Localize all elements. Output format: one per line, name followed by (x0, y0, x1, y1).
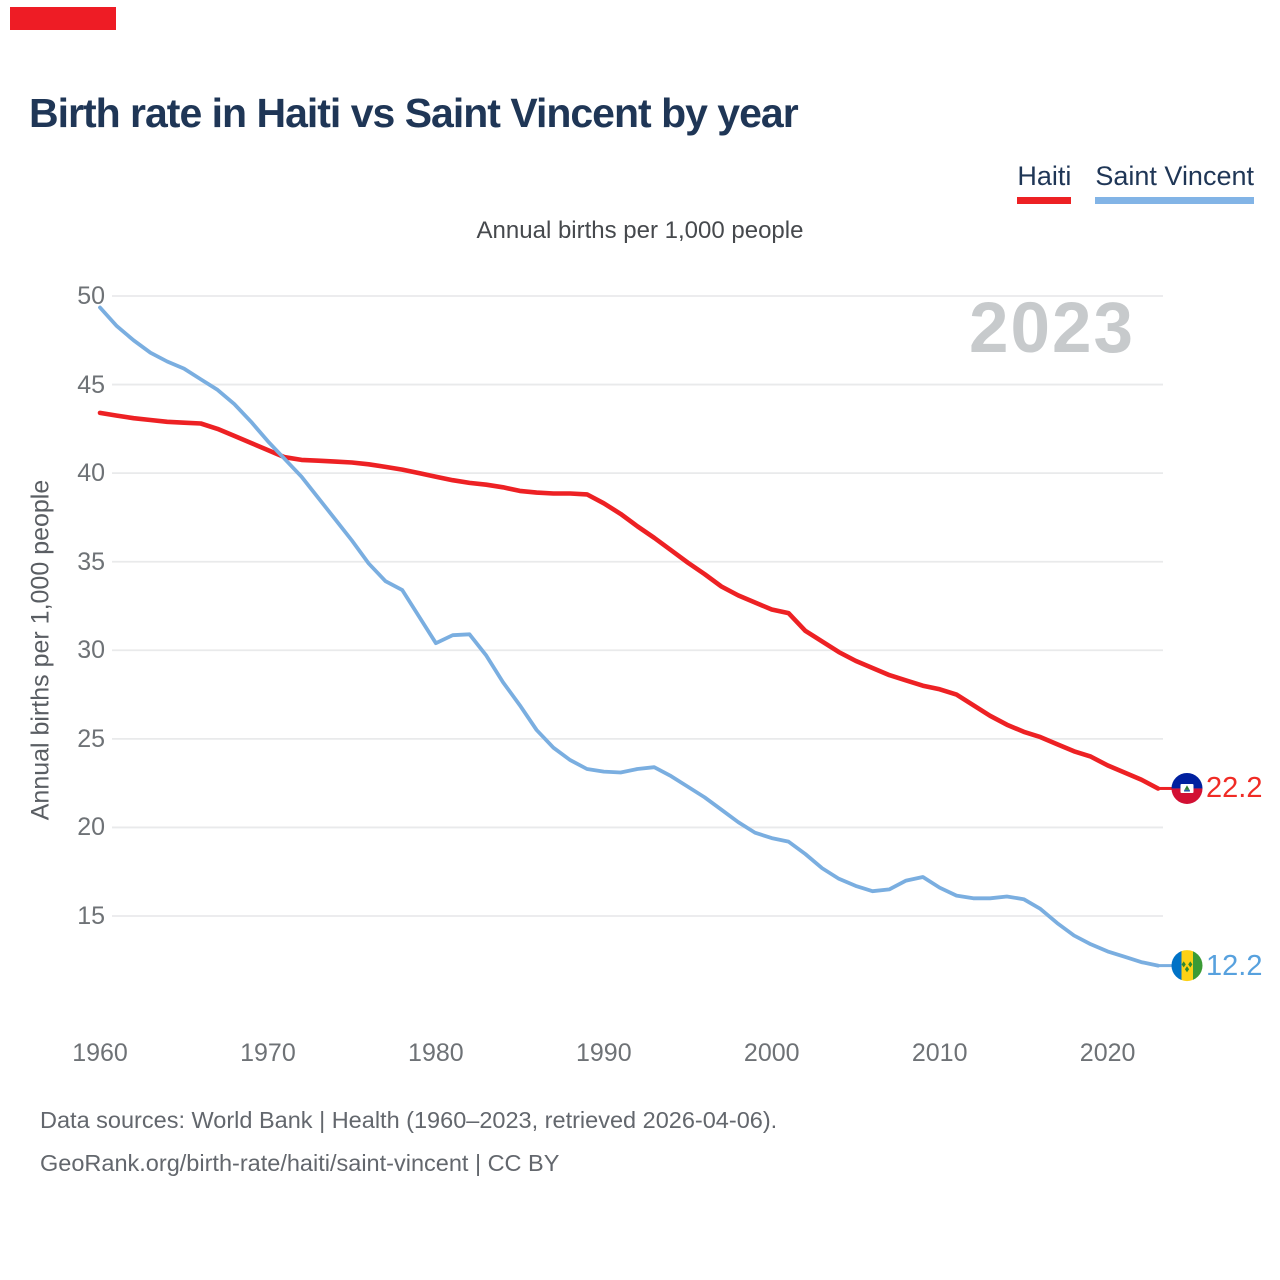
x-tick-label: 1960 (72, 1039, 128, 1067)
legend-label: Saint Vincent (1095, 161, 1254, 191)
haiti-line[interactable] (97, 410, 1161, 791)
haiti-flag-icon (1171, 772, 1203, 804)
legend-item-haiti[interactable]: Haiti (1017, 161, 1072, 204)
y-tick-label: 25 (77, 724, 105, 753)
legend-item-saint-vincent[interactable]: Saint Vincent (1095, 161, 1254, 204)
saint-vincent-flag-icon (1171, 950, 1203, 982)
x-tick-label: 2000 (743, 1039, 800, 1067)
gridlines (112, 295, 1163, 917)
x-tick-label: 1990 (575, 1039, 632, 1067)
y-tick-label: 45 (77, 370, 105, 399)
legend-label: Haiti (1017, 161, 1072, 191)
red-marker-bar (10, 7, 116, 30)
source-url-line: GeoRank.org/birth-rate/haiti/saint-vince… (40, 1150, 560, 1176)
haiti-end-value: 22.2 (1206, 772, 1263, 805)
saint-vincent-line[interactable] (98, 305, 1160, 968)
data-sources-line: Data sources: World Bank | Health (1960–… (40, 1107, 778, 1133)
y-tick-label: 30 (77, 636, 105, 665)
saint-vincent-end-value: 12.2 (1206, 949, 1263, 982)
page-title: Birth rate in Haiti vs Saint Vincent by … (29, 90, 799, 136)
chart-legend: Haiti Saint Vincent (1017, 161, 1254, 204)
x-tick-label: 1970 (240, 1039, 296, 1067)
footer-attribution: Data sources: World Bank | Health (1960–… (40, 1099, 777, 1185)
x-tick-label: 2010 (911, 1039, 968, 1067)
year-watermark: 2023 (969, 289, 1135, 368)
chart-subtitle: Annual births per 1,000 people (476, 217, 804, 244)
y-tick-label: 20 (77, 813, 105, 842)
y-tick-label: 40 (77, 459, 105, 488)
x-tick-label: 1980 (408, 1039, 464, 1067)
x-tick-label: 2020 (1079, 1039, 1136, 1067)
y-tick-label: 35 (77, 547, 105, 576)
y-tick-label: 50 (77, 282, 105, 310)
y-tick-label: 15 (77, 902, 105, 930)
